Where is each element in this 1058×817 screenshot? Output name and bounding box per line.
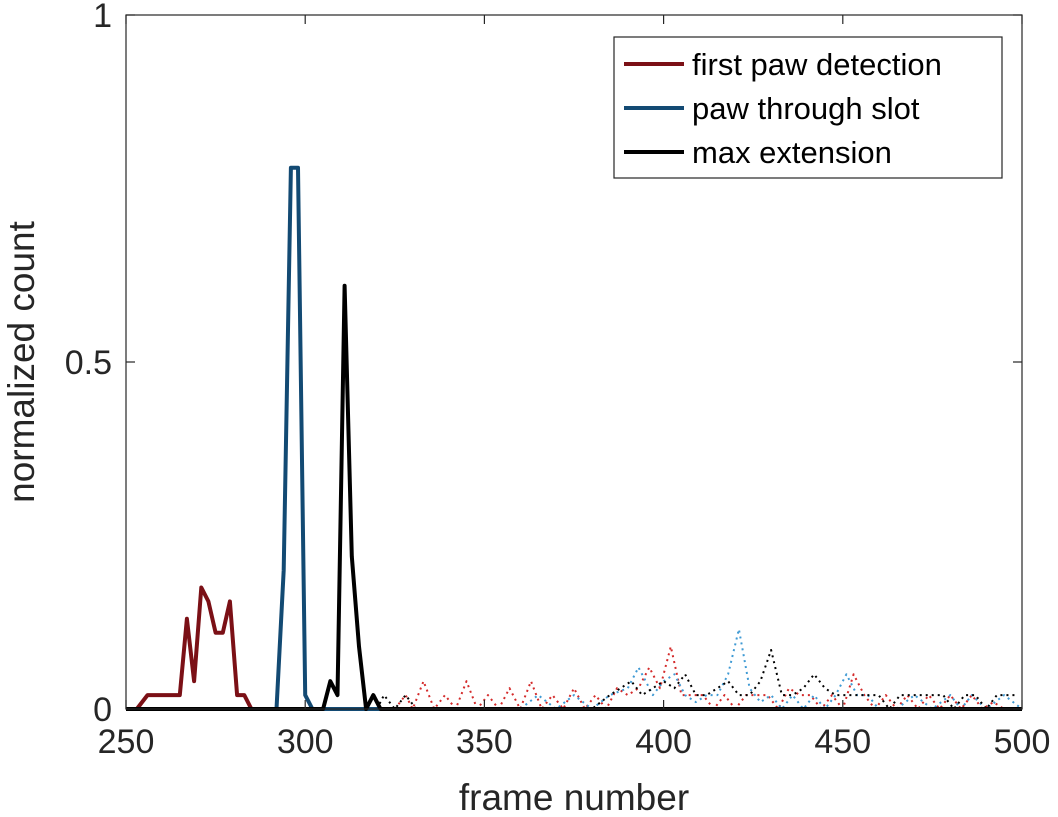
legend-label-max-extension: max extension: [692, 135, 892, 170]
x-tick-label: 300: [277, 723, 334, 761]
x-tick-label: 500: [994, 723, 1051, 761]
x-tick-label: 450: [814, 723, 871, 761]
y-tick-label: 0: [93, 691, 112, 729]
y-tick-label: 1: [93, 0, 112, 35]
series-line-dotted-4: [376, 628, 1023, 710]
x-tick-label: 350: [456, 723, 513, 761]
legend-label-paw-through-slot: paw through slot: [692, 91, 920, 126]
tick-layer: 250 300 350 400 450 500 0 0.5 1: [65, 0, 1051, 761]
y-tick-label: 0.5: [65, 344, 112, 382]
x-axis-label: frame number: [459, 777, 689, 817]
x-tick-label: 400: [635, 723, 692, 761]
x-tick-label: 250: [98, 723, 155, 761]
series-line-dotted-5: [376, 649, 1019, 710]
legend: first paw detection paw through slot max…: [613, 36, 1003, 179]
legend-label-first-paw-detection: first paw detection: [692, 47, 942, 82]
series-line-paw-through-slot: [126, 165, 1022, 711]
y-axis-label: normalized count: [1, 220, 42, 502]
